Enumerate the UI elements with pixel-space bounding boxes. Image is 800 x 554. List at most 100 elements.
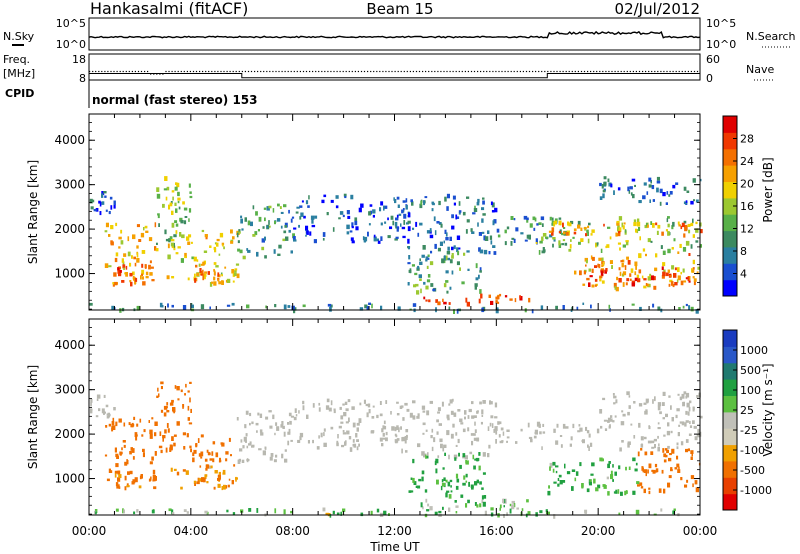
heatmap-cell — [423, 281, 426, 285]
heatmap-cell — [650, 451, 654, 455]
heatmap-cell — [149, 260, 152, 264]
heatmap-cell — [552, 237, 556, 240]
heatmap-cell — [589, 479, 592, 483]
heatmap-cell — [470, 433, 475, 436]
heatmap-cell — [398, 427, 400, 433]
heatmap-cell — [458, 212, 461, 215]
heatmap-cell — [494, 207, 498, 213]
heatmap-cell — [173, 434, 177, 437]
heatmap-cell — [397, 306, 401, 311]
heatmap-cell — [554, 220, 557, 225]
heatmap-cell — [368, 409, 371, 414]
heatmap-cell — [140, 275, 142, 280]
heatmap-cell — [142, 448, 145, 452]
power-colorbar-title: Power [dB] — [761, 157, 775, 222]
heatmap-cell — [423, 296, 426, 300]
heatmap-cell — [460, 422, 464, 425]
freq-point — [147, 70, 149, 73]
freq-point — [250, 70, 253, 73]
heatmap-cell — [450, 485, 452, 488]
heatmap-cell — [402, 208, 405, 211]
heatmap-cell — [653, 285, 657, 290]
heatmap-cell — [342, 430, 345, 433]
heatmap-cell — [516, 507, 519, 510]
heatmap-cell — [495, 430, 498, 435]
heatmap-cell — [580, 238, 584, 242]
heatmap-cell — [177, 246, 181, 249]
heatmap-cell — [612, 393, 615, 396]
heatmap-cell — [662, 262, 666, 267]
heatmap-cell — [412, 400, 416, 404]
nave-line — [89, 73, 700, 79]
heatmap-cell — [561, 232, 565, 236]
heatmap-cell — [171, 304, 174, 308]
freq-left-tick-top: 18 — [72, 53, 86, 66]
noise-trace — [88, 30, 701, 39]
freq-point — [455, 70, 457, 73]
heatmap-cell — [451, 270, 454, 275]
heatmap-cell — [131, 255, 133, 259]
heatmap-cell — [692, 420, 695, 424]
heatmap-cell — [643, 278, 647, 281]
heatmap-cell — [401, 448, 403, 454]
heatmap-cell — [302, 405, 305, 411]
power-ylabel: Slant Range [km] — [26, 160, 40, 264]
freq-point — [602, 70, 604, 73]
heatmap-cell — [456, 478, 460, 483]
heatmap-cell — [610, 470, 613, 476]
heatmap-cell — [384, 205, 388, 209]
heatmap-cell — [490, 507, 494, 511]
heatmap-cell — [103, 394, 106, 398]
heatmap-cell — [573, 231, 577, 235]
heatmap-cell — [322, 238, 325, 241]
heatmap-cell — [248, 508, 252, 512]
colorbar-segment — [723, 197, 737, 215]
heatmap-cell — [449, 479, 453, 483]
heatmap-cell — [654, 444, 656, 449]
heatmap-cell — [670, 405, 672, 410]
heatmap-cell — [412, 227, 415, 230]
heatmap-cell — [452, 195, 456, 200]
heatmap-cell — [124, 486, 127, 491]
heatmap-cell — [607, 226, 611, 229]
heatmap-cell — [613, 395, 617, 399]
heatmap-cell — [490, 201, 493, 206]
heatmap-cell — [259, 413, 263, 418]
freq-point — [180, 70, 182, 73]
heatmap-cell — [155, 248, 159, 252]
heatmap-cell — [251, 445, 255, 448]
heatmap-cell — [205, 468, 208, 471]
heatmap-cell — [125, 265, 128, 270]
heatmap-cell — [204, 276, 206, 280]
heatmap-cell — [533, 435, 537, 439]
heatmap-cell — [188, 422, 193, 425]
freq-point — [104, 70, 106, 73]
heatmap-cell — [617, 489, 620, 494]
freq-point — [186, 70, 188, 73]
heatmap-cell — [688, 280, 691, 283]
heatmap-cell — [542, 423, 545, 427]
heatmap-cell — [657, 306, 661, 311]
heatmap-cell — [419, 261, 423, 265]
heatmap-cell — [166, 402, 169, 406]
heatmap-cell — [241, 459, 245, 463]
heatmap-cell — [605, 245, 607, 249]
heatmap-cell — [218, 281, 222, 285]
heatmap-cell — [494, 416, 498, 419]
heatmap-cell — [433, 437, 436, 443]
heatmap-cell — [671, 265, 675, 270]
colorbar-tick-label: 500 — [740, 364, 761, 377]
heatmap-cell — [659, 411, 662, 415]
heatmap-cell — [133, 416, 136, 420]
heatmap-cell — [476, 437, 480, 442]
heatmap-cell — [160, 381, 164, 385]
heatmap-cell — [232, 236, 235, 240]
heatmap-cell — [292, 233, 295, 239]
heatmap-cell — [300, 212, 304, 217]
heatmap-cell — [157, 387, 159, 392]
heatmap-cell — [621, 410, 624, 413]
heatmap-cell — [599, 275, 603, 279]
heatmap-cell — [437, 407, 441, 412]
heatmap-cell — [413, 481, 417, 485]
